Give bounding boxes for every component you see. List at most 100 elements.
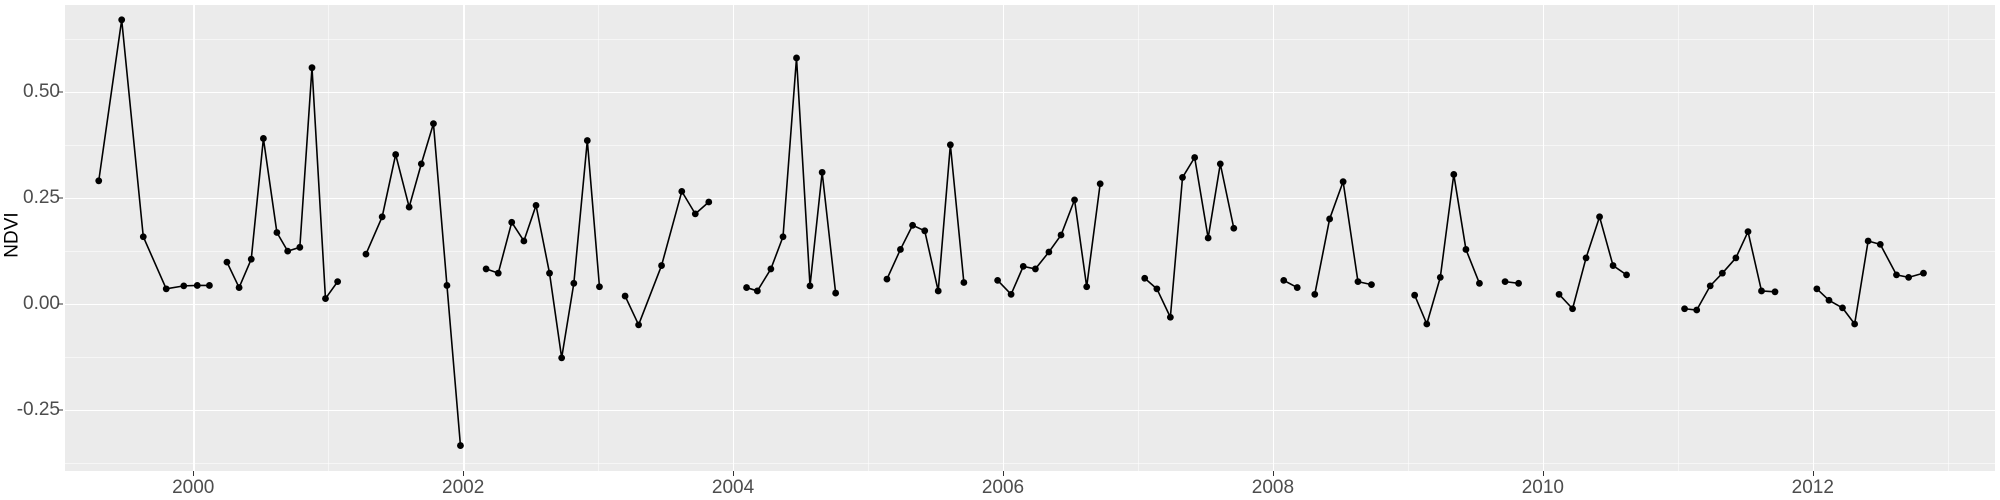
ndvi-series-plot — [95, 16, 1927, 449]
data-point — [1141, 274, 1149, 282]
data-point — [818, 168, 826, 176]
data-point — [570, 279, 578, 287]
data-point — [308, 64, 316, 72]
data-point — [897, 246, 904, 253]
data-point — [494, 269, 502, 277]
data-point — [334, 278, 342, 286]
data-point — [457, 442, 464, 449]
data-point — [1476, 279, 1483, 287]
data-point — [793, 54, 800, 62]
data-point — [1813, 285, 1821, 293]
data-point — [118, 16, 126, 24]
x-axis-tick-mark — [193, 471, 195, 476]
data-point — [1569, 305, 1576, 313]
y-axis-tick-mark — [58, 409, 63, 411]
series-line-segment — [745, 57, 837, 294]
gridline-horizontal-minor — [65, 462, 1995, 464]
data-point — [1450, 171, 1458, 178]
data-point — [378, 213, 386, 221]
data-point — [273, 229, 281, 236]
data-point — [767, 265, 775, 273]
data-point — [1876, 240, 1884, 248]
y-axis-tick-label: 0.50 — [23, 80, 60, 102]
data-point — [1191, 154, 1199, 161]
data-point — [1744, 228, 1752, 236]
x-axis-tick-mark — [463, 471, 465, 476]
data-point — [1423, 320, 1431, 328]
gridline-vertical-major — [193, 5, 195, 471]
data-point — [1596, 213, 1603, 221]
gridline-vertical-minor — [1137, 5, 1139, 471]
gridline-vertical-major — [1542, 5, 1545, 471]
data-point — [284, 247, 292, 255]
data-point — [1368, 281, 1375, 288]
data-point — [1825, 296, 1833, 304]
series-line-segment — [1143, 156, 1235, 319]
data-point — [162, 285, 170, 293]
data-point — [1609, 262, 1617, 269]
data-point — [1071, 196, 1078, 204]
data-point — [260, 135, 267, 142]
y-axis-tick-mark — [58, 91, 63, 93]
data-point — [95, 177, 103, 185]
data-point — [1204, 234, 1212, 242]
data-point — [806, 282, 814, 290]
x-axis-tick-mark — [1812, 471, 1814, 476]
x-axis-tick-mark — [1272, 471, 1274, 476]
x-axis-tick-mark — [1542, 471, 1544, 476]
data-point — [1718, 269, 1726, 277]
plot-panel — [65, 5, 1995, 471]
x-axis-tick-label: 2002 — [442, 477, 485, 498]
y-axis-tick-label: 0.00 — [23, 292, 60, 314]
gridline-vertical-minor — [598, 5, 600, 471]
series-line-segment — [1683, 230, 1776, 311]
data-point — [1179, 174, 1186, 181]
gridline-horizontal-major — [65, 303, 1995, 306]
data-point — [206, 282, 213, 289]
data-point — [430, 120, 437, 128]
data-point — [1032, 265, 1039, 273]
data-point — [558, 354, 566, 362]
data-point — [994, 276, 1002, 284]
gridline-horizontal-minor — [65, 356, 1995, 358]
data-point — [362, 250, 370, 258]
data-point — [1623, 271, 1630, 279]
data-point — [743, 284, 750, 291]
gridline-horizontal-minor — [65, 144, 1995, 146]
data-point — [508, 218, 516, 226]
data-point — [1893, 271, 1900, 279]
data-point — [635, 321, 642, 329]
gridline-vertical-minor — [1677, 5, 1679, 471]
y-axis-tick-mark — [58, 197, 63, 199]
gridline-vertical-major — [733, 5, 735, 471]
data-point — [1354, 278, 1362, 286]
gridline-vertical-minor — [868, 5, 870, 471]
data-point — [1582, 254, 1590, 262]
x-axis-tick-mark — [1003, 471, 1004, 476]
data-point — [1311, 290, 1319, 298]
series-line-segment — [485, 139, 601, 359]
y-axis-tick-mark — [58, 303, 63, 305]
data-point — [1166, 313, 1174, 321]
gridline-horizontal-major — [65, 91, 1995, 94]
data-point — [1045, 248, 1053, 256]
x-axis-tick-label: 2008 — [1251, 477, 1295, 498]
y-axis-tick-labels: 0.50 0.25 0.00 -0.25 — [0, 0, 63, 500]
gridline-vertical-major — [1272, 5, 1275, 471]
data-point — [921, 227, 929, 235]
data-point — [832, 289, 840, 297]
data-point — [1019, 262, 1027, 270]
data-point — [1693, 306, 1701, 314]
data-point — [1732, 254, 1740, 262]
data-point — [482, 265, 490, 273]
data-point — [322, 295, 329, 302]
x-axis-tick-label: 2006 — [981, 477, 1025, 498]
data-point — [909, 221, 916, 229]
data-point — [1555, 290, 1563, 298]
data-point — [779, 233, 787, 241]
data-point — [1501, 278, 1509, 286]
gridline-vertical-major — [1003, 5, 1005, 471]
data-point — [443, 282, 451, 289]
